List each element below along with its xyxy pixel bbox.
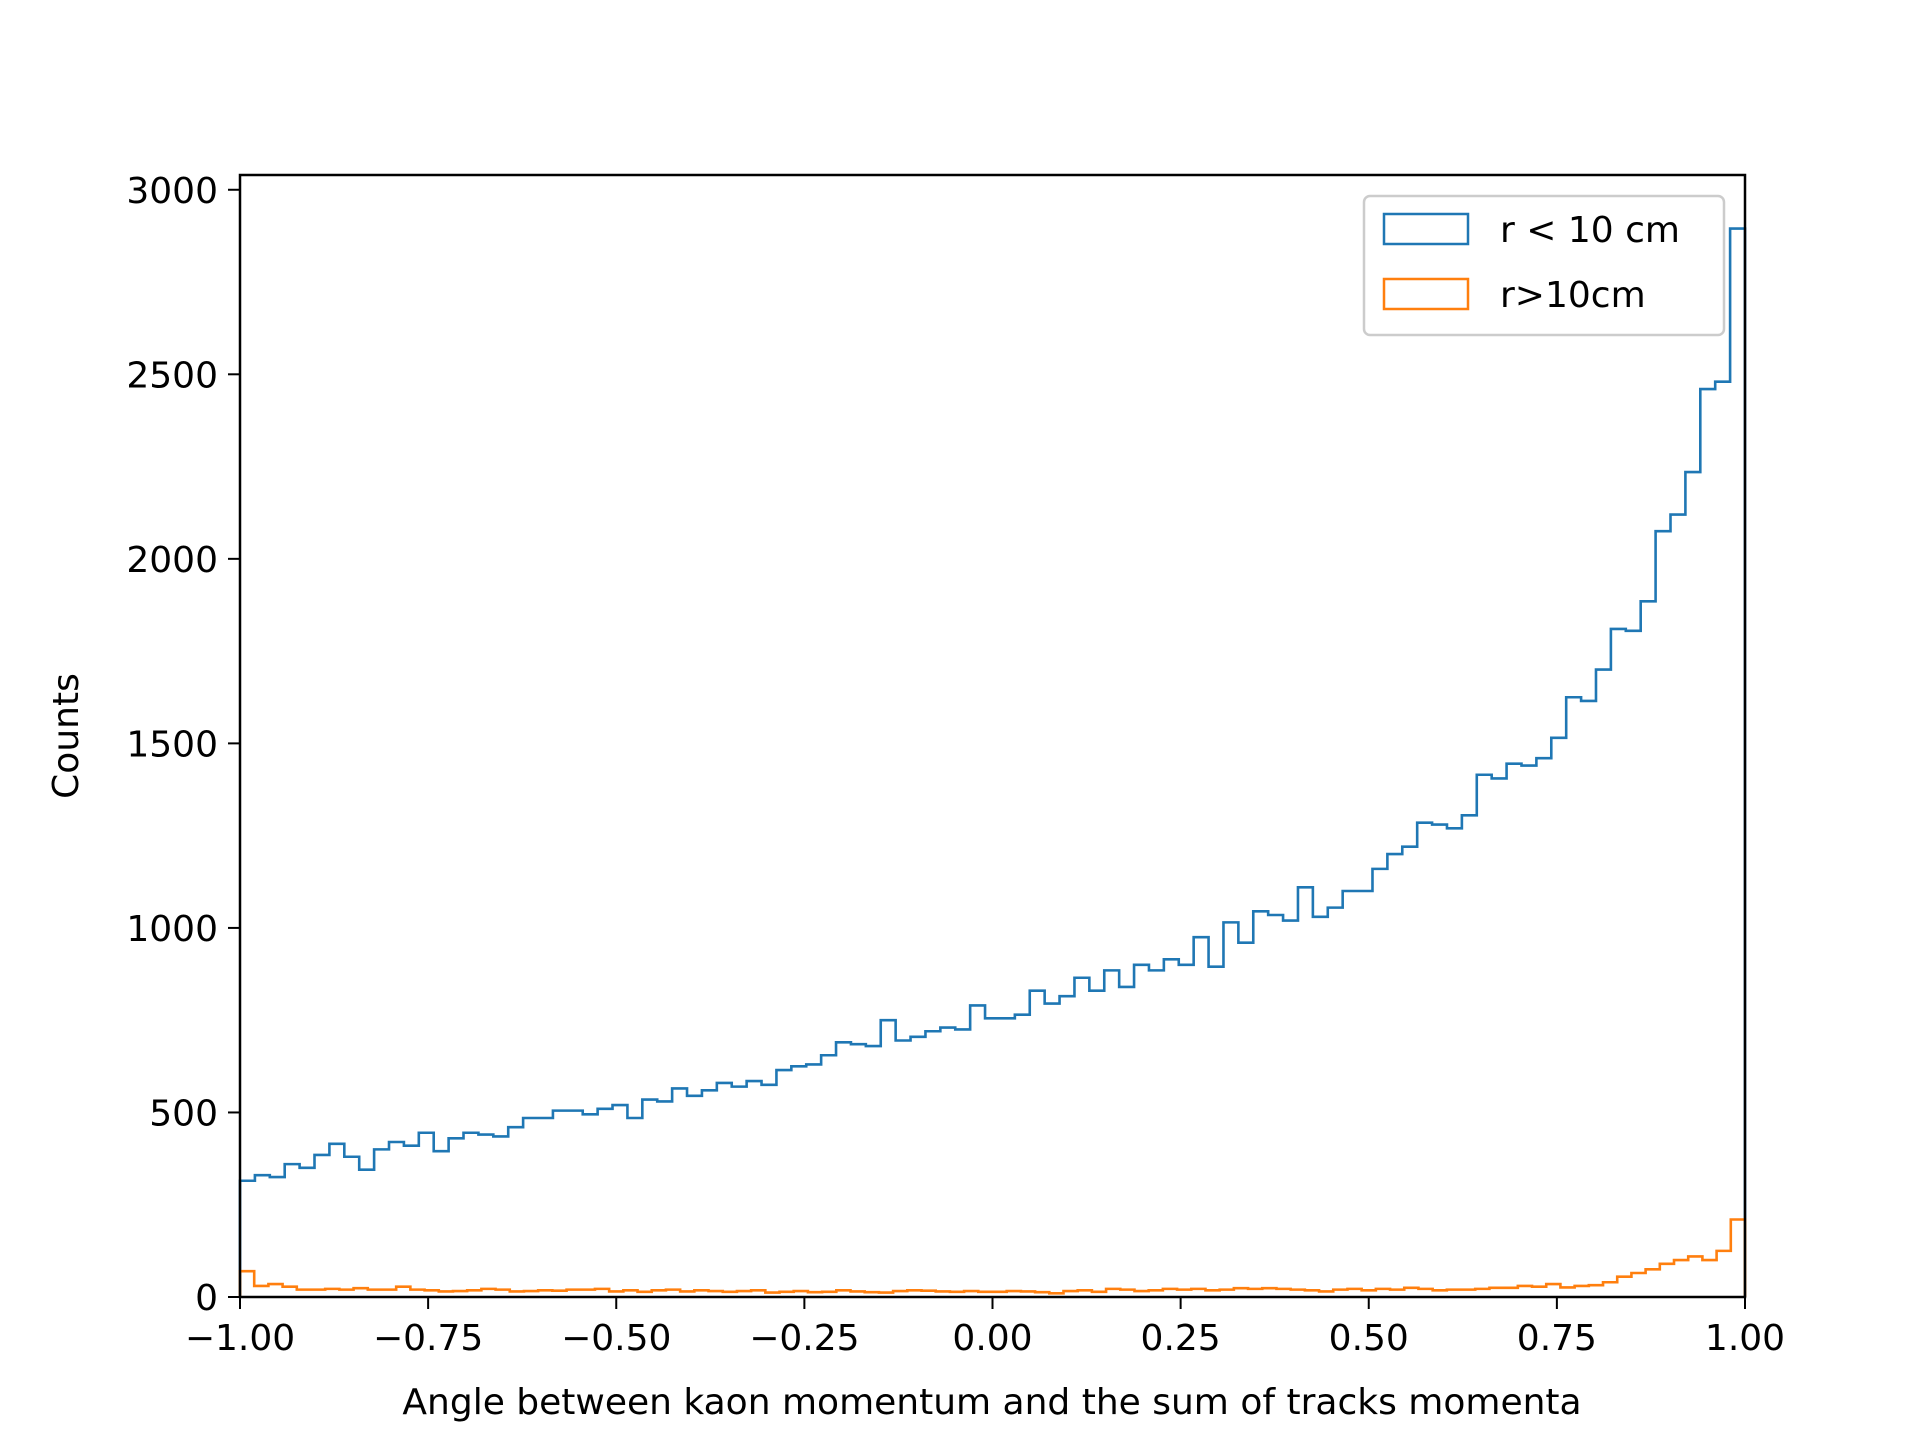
y-axis-label: Counts	[46, 673, 87, 799]
y-tick-label: 1000	[126, 909, 218, 950]
series-layer	[238, 227, 1747, 1297]
y-tick-label: 1500	[126, 724, 218, 765]
x-tick-label: −0.25	[749, 1318, 859, 1359]
y-tick-label: 500	[149, 1093, 218, 1134]
x-tick-label: 0.75	[1517, 1318, 1597, 1359]
x-tick-label: −0.75	[373, 1318, 483, 1359]
legend-box	[1362, 194, 1726, 337]
y-axis-ticks: 0 500 1000 1500 2000 2500 3000	[126, 171, 240, 1319]
x-tick-label: −0.50	[561, 1318, 671, 1359]
legend-swatch-r-gt-10cm	[1382, 277, 1470, 311]
x-tick-label: 0.00	[952, 1318, 1032, 1359]
series-line-r-lt-10cm	[238, 227, 1747, 1297]
y-tick-label: 3000	[126, 171, 218, 212]
x-axis-ticks: −1.00 −0.75 −0.50 −0.25 0.00 0.25 0.50 0.75 1.00	[185, 1297, 1785, 1359]
legend-label-r-gt-10cm: r>10cm	[1500, 275, 1646, 316]
series-line-r-gt-10cm	[238, 1218, 1747, 1297]
x-tick-label: 0.50	[1329, 1318, 1409, 1359]
x-tick-label: 1.00	[1705, 1318, 1785, 1359]
y-tick-label: 2500	[126, 355, 218, 396]
legend: r < 10 cm r>10cm	[1362, 194, 1726, 337]
legend-swatch-r-lt-10cm	[1382, 212, 1470, 246]
x-tick-label: −1.00	[185, 1318, 295, 1359]
x-tick-label: 0.25	[1141, 1318, 1221, 1359]
legend-label-r-lt-10cm: r < 10 cm	[1500, 210, 1680, 251]
y-tick-label: 2000	[126, 540, 218, 581]
y-tick-label: 0	[195, 1278, 218, 1319]
x-axis-label: Angle between kaon momentum and the sum …	[402, 1382, 1581, 1423]
